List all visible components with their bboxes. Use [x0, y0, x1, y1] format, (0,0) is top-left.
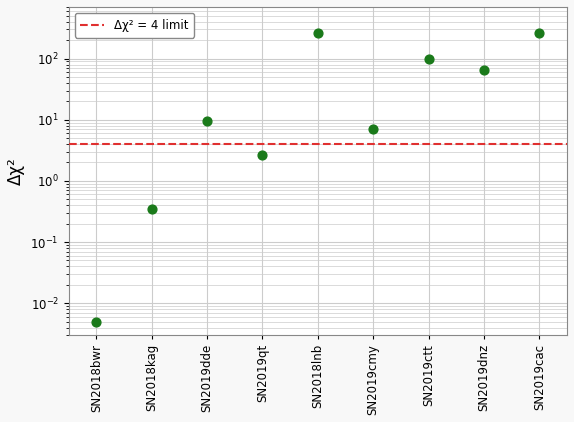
Y-axis label: Δχ²: Δχ² [7, 157, 25, 185]
Point [147, 206, 156, 212]
Point [424, 55, 433, 62]
Point [258, 151, 267, 158]
Point [535, 30, 544, 37]
Point [92, 318, 101, 325]
Point [369, 126, 378, 133]
Δχ² = 4 limit [93, 141, 100, 146]
Δχ² = 4 limit [148, 141, 155, 146]
Legend: Δχ² = 4 limit: Δχ² = 4 limit [75, 13, 194, 38]
Point [479, 67, 488, 73]
Point [313, 30, 323, 37]
Point [203, 118, 212, 124]
